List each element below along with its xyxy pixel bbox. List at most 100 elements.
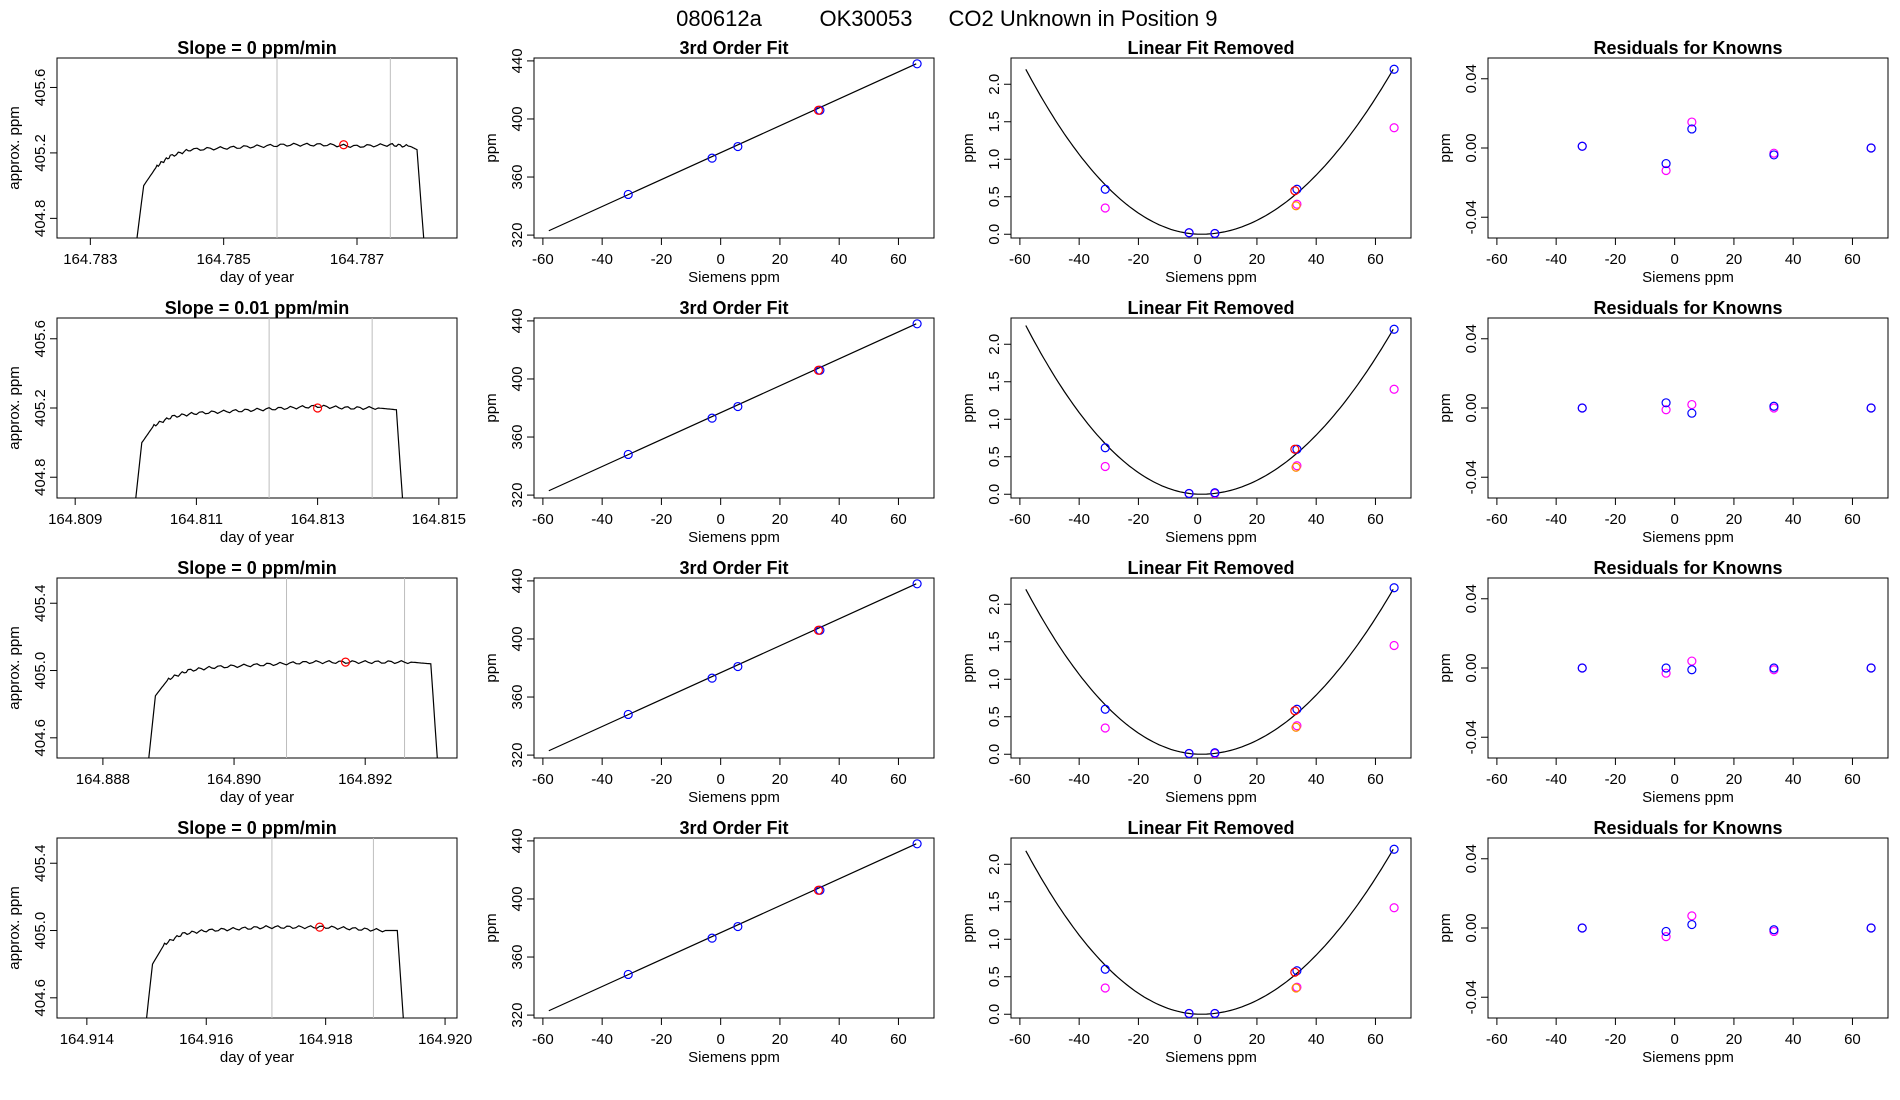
known-standard-point xyxy=(1866,403,1876,413)
panel-title: Slope = 0 ppm/min xyxy=(177,558,337,578)
predicted-point xyxy=(1100,983,1110,993)
plot-data xyxy=(1577,656,1876,678)
x-axis-label: Siemens ppm xyxy=(688,789,780,806)
y-tick-label: 440 xyxy=(509,308,526,333)
y-tick-label: 440 xyxy=(509,828,526,853)
unknown-sample-point xyxy=(1290,967,1300,977)
x-tick-label: 40 xyxy=(1785,1031,1802,1048)
x-tick-label: -20 xyxy=(651,251,673,268)
panel-r1-lin: Linear Fit Removed -60 -40 -20 0 20 40 60 Siemen… xyxy=(960,38,1412,286)
y-tick-label: 400 xyxy=(509,886,526,911)
y-axis-label: ppm xyxy=(483,393,500,422)
known-standard-point xyxy=(1577,923,1587,933)
known-standard-point xyxy=(1769,925,1779,935)
predicted-point xyxy=(1687,399,1697,410)
fit-line xyxy=(548,583,917,752)
known-standard-point xyxy=(1184,748,1194,758)
plot-frame xyxy=(56,837,458,1019)
x-tick-label: -60 xyxy=(1486,251,1508,268)
x-tick-label: 40 xyxy=(1785,771,1802,788)
x-tick-label: -20 xyxy=(651,1031,673,1048)
panel-title: 3rd Order Fit xyxy=(679,558,788,578)
x-tick-label: -40 xyxy=(1068,1031,1090,1048)
x-tick-label: 60 xyxy=(1367,771,1384,788)
x-tick-label: 40 xyxy=(831,511,848,528)
x-tick-label: 40 xyxy=(1308,251,1325,268)
unknown-sample-point xyxy=(1290,444,1300,454)
known-standard-point xyxy=(912,319,922,329)
y-tick-label: 404.8 xyxy=(32,458,49,496)
x-tick-label: 0 xyxy=(1193,511,1201,528)
panel-r3-lin: Linear Fit Removed -60 -40 -20 0 20 40 60 Siemen… xyxy=(960,558,1412,806)
mean-marker xyxy=(339,140,349,150)
known-standard-point xyxy=(1100,964,1110,974)
x-axis-label: Siemens ppm xyxy=(1642,269,1734,286)
x-tick-label: 40 xyxy=(831,251,848,268)
y-tick-label: 1.0 xyxy=(986,149,1003,170)
panel-title: 3rd Order Fit xyxy=(679,818,788,838)
x-tick-label: 60 xyxy=(1844,251,1861,268)
x-tick-label: -60 xyxy=(1486,771,1508,788)
x-axis-label: Siemens ppm xyxy=(1642,789,1734,806)
y-axis-label: approx. ppm xyxy=(6,886,23,969)
mean-marker xyxy=(315,922,325,932)
signal-trace xyxy=(136,142,425,238)
y-axis-label: ppm xyxy=(960,133,977,162)
x-tick-label: -40 xyxy=(1545,511,1567,528)
known-standard-point xyxy=(733,401,743,412)
x-axis-label: Siemens ppm xyxy=(1165,789,1257,806)
y-tick-label: 405.2 xyxy=(32,134,49,172)
plot-frame xyxy=(1487,317,1889,499)
y-tick-label: 360 xyxy=(509,945,526,970)
x-tick-label: 164.888 xyxy=(76,771,130,788)
known-standard-point xyxy=(1184,488,1194,498)
y-tick-label: 1.0 xyxy=(986,409,1003,430)
predicted-point xyxy=(1100,723,1110,733)
y-tick-label: 405.4 xyxy=(32,584,49,622)
x-tick-label: -20 xyxy=(1605,251,1627,268)
predicted-point xyxy=(1389,384,1399,394)
fit-curve xyxy=(1025,588,1394,755)
known-standard-point xyxy=(1769,401,1779,411)
x-tick-label: -60 xyxy=(532,1031,554,1048)
plot-frame xyxy=(533,837,935,1019)
figure-title-description: CO2 Unknown in Position 9 xyxy=(948,6,1217,31)
x-tick-label: -40 xyxy=(591,1031,613,1048)
plot-frame xyxy=(533,577,935,759)
x-tick-label: -20 xyxy=(1605,1031,1627,1048)
x-axis-label: Siemens ppm xyxy=(1642,1049,1734,1066)
known-standard-point xyxy=(1184,1008,1194,1018)
predicted-point xyxy=(1661,165,1671,176)
x-tick-label: 40 xyxy=(1785,251,1802,268)
x-tick-label: -40 xyxy=(591,251,613,268)
known-standard-point xyxy=(1866,923,1876,933)
mean-marker xyxy=(313,403,323,413)
panel-title: Slope = 0.01 ppm/min xyxy=(165,298,350,318)
plot-data xyxy=(146,838,404,1018)
x-tick-label: 164.815 xyxy=(412,511,466,528)
panel-r4-trace: Slope = 0 ppm/min 164.914 164.916 164.918 16… xyxy=(6,818,472,1066)
unknown-sample-point xyxy=(1291,201,1301,211)
x-tick-label: -40 xyxy=(1545,251,1567,268)
fit-curve xyxy=(1025,848,1394,1015)
known-standard-point xyxy=(1866,663,1876,673)
y-tick-label: 1.5 xyxy=(986,371,1003,392)
x-tick-label: -60 xyxy=(1009,1031,1031,1048)
known-standard-point xyxy=(1184,228,1194,238)
y-tick-label: 360 xyxy=(509,685,526,710)
y-tick-label: 404.6 xyxy=(32,719,49,757)
y-tick-label: 405.6 xyxy=(32,69,49,107)
known-standard-point xyxy=(1100,704,1110,714)
y-tick-label: 1.5 xyxy=(986,631,1003,652)
fit-line xyxy=(548,63,917,232)
x-tick-label: 164.809 xyxy=(48,511,102,528)
plot-data xyxy=(1025,844,1399,1018)
x-axis-label: Siemens ppm xyxy=(1642,529,1734,546)
x-tick-label: -60 xyxy=(532,511,554,528)
x-tick-label: 0 xyxy=(716,511,724,528)
panel-title: Residuals for Knowns xyxy=(1593,818,1782,838)
unknown-sample-point xyxy=(1291,983,1301,993)
known-standard-point xyxy=(1769,150,1779,160)
signal-trace xyxy=(148,660,438,758)
known-standard-point xyxy=(707,673,717,683)
